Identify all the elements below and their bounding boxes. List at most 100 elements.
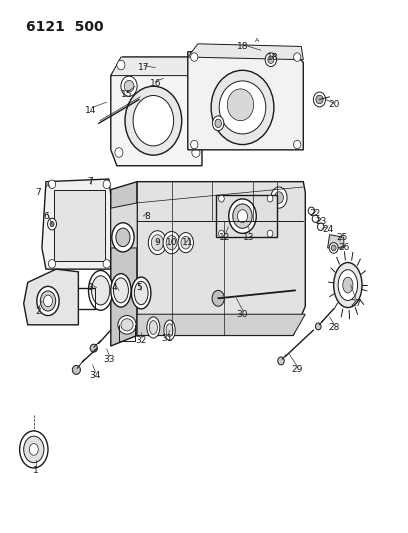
Polygon shape [188, 44, 303, 60]
Ellipse shape [37, 286, 59, 316]
Text: 9: 9 [155, 238, 160, 247]
Ellipse shape [211, 70, 274, 144]
Polygon shape [137, 182, 305, 335]
Ellipse shape [124, 80, 134, 92]
Ellipse shape [237, 210, 248, 222]
Ellipse shape [191, 53, 198, 61]
Ellipse shape [166, 324, 173, 336]
Text: 7: 7 [35, 188, 41, 197]
Ellipse shape [40, 291, 55, 311]
Ellipse shape [312, 215, 319, 222]
Text: 3: 3 [88, 283, 93, 292]
Ellipse shape [20, 431, 48, 468]
Ellipse shape [308, 207, 315, 215]
Ellipse shape [278, 357, 284, 365]
Text: 22: 22 [310, 209, 321, 218]
Text: 34: 34 [89, 370, 100, 379]
Ellipse shape [178, 232, 193, 253]
Text: 26: 26 [338, 244, 350, 253]
Polygon shape [111, 182, 137, 346]
Polygon shape [328, 235, 344, 248]
Ellipse shape [271, 187, 287, 208]
Ellipse shape [89, 270, 113, 310]
Text: 2: 2 [35, 307, 41, 316]
Text: 6: 6 [43, 212, 49, 221]
Ellipse shape [233, 204, 252, 228]
Ellipse shape [117, 60, 125, 70]
Text: 17: 17 [137, 63, 149, 72]
Ellipse shape [267, 195, 273, 202]
Text: 24: 24 [322, 225, 333, 234]
Text: 31: 31 [162, 334, 173, 343]
Ellipse shape [72, 366, 80, 374]
Text: 12: 12 [219, 233, 230, 242]
Ellipse shape [49, 260, 55, 268]
Ellipse shape [91, 276, 110, 305]
Text: 25: 25 [336, 233, 348, 242]
Ellipse shape [275, 192, 284, 204]
Ellipse shape [316, 95, 323, 104]
Text: 32: 32 [135, 336, 147, 345]
Ellipse shape [115, 148, 123, 157]
Polygon shape [24, 269, 78, 325]
Ellipse shape [29, 443, 38, 455]
Ellipse shape [118, 316, 136, 334]
Ellipse shape [265, 53, 277, 67]
Ellipse shape [219, 230, 224, 237]
Polygon shape [188, 52, 303, 150]
Ellipse shape [192, 60, 200, 70]
Ellipse shape [50, 221, 54, 227]
Ellipse shape [134, 281, 148, 305]
Ellipse shape [111, 273, 131, 307]
Ellipse shape [334, 263, 362, 308]
Ellipse shape [90, 344, 98, 352]
Polygon shape [42, 179, 111, 269]
Ellipse shape [166, 236, 177, 250]
Polygon shape [137, 314, 305, 335]
Ellipse shape [227, 89, 254, 120]
Text: 8: 8 [144, 212, 150, 221]
Text: 15: 15 [121, 90, 133, 99]
Polygon shape [111, 57, 204, 76]
Text: 1: 1 [33, 466, 39, 475]
Text: 13: 13 [243, 233, 254, 242]
Ellipse shape [192, 148, 200, 157]
Ellipse shape [113, 278, 129, 303]
Ellipse shape [293, 53, 301, 61]
Ellipse shape [49, 180, 55, 189]
Ellipse shape [219, 81, 266, 134]
Ellipse shape [103, 260, 111, 268]
Text: A: A [46, 183, 50, 188]
Ellipse shape [343, 277, 353, 293]
Ellipse shape [149, 320, 157, 334]
Text: 10: 10 [166, 238, 177, 247]
Text: 18: 18 [267, 53, 279, 62]
Ellipse shape [116, 228, 130, 247]
Ellipse shape [48, 218, 56, 230]
Text: 11: 11 [182, 238, 193, 247]
Text: A: A [255, 38, 259, 43]
Text: 27: 27 [350, 299, 361, 308]
Ellipse shape [44, 295, 53, 307]
Ellipse shape [213, 116, 224, 131]
Ellipse shape [317, 223, 324, 230]
Text: 30: 30 [237, 310, 248, 319]
Text: 16: 16 [150, 79, 161, 88]
Text: 14: 14 [85, 106, 96, 115]
Ellipse shape [164, 320, 175, 340]
Ellipse shape [219, 195, 224, 202]
Ellipse shape [181, 236, 191, 249]
Ellipse shape [215, 119, 222, 127]
Text: 23: 23 [316, 217, 327, 226]
Ellipse shape [329, 243, 338, 253]
Text: 4: 4 [112, 283, 118, 292]
Text: 5: 5 [136, 283, 142, 292]
Text: 28: 28 [328, 323, 339, 332]
Ellipse shape [313, 92, 326, 107]
Ellipse shape [268, 56, 274, 63]
Text: 20: 20 [328, 100, 339, 109]
Polygon shape [111, 57, 202, 166]
Polygon shape [216, 195, 277, 237]
Ellipse shape [338, 270, 357, 301]
Polygon shape [111, 203, 137, 248]
